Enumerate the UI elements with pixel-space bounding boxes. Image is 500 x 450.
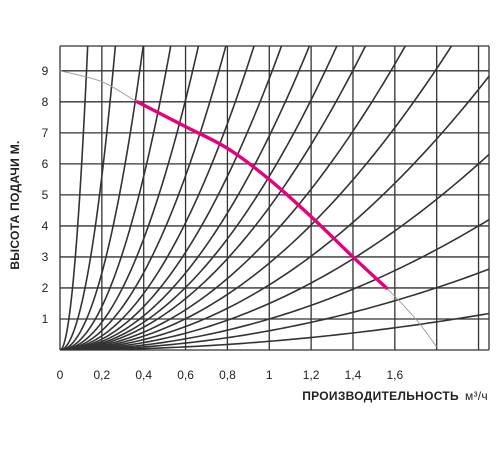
y-tick-label: 1: [42, 312, 49, 326]
system-curve: [60, 46, 453, 350]
y-tick-label: 4: [42, 219, 49, 233]
y-tick-label: 5: [42, 188, 49, 202]
x-axis-label-text: ПРОИЗВОДИТЕЛЬНОСТЬ: [302, 389, 459, 403]
system-curve: [60, 218, 489, 350]
y-tick-label: 6: [42, 157, 49, 171]
x-tick-label: 0: [57, 368, 64, 382]
x-tick-label: 1,4: [345, 368, 362, 382]
y-tick-label: 3: [42, 250, 49, 264]
pump-curves: [59, 70, 438, 348]
y-tick-label: 2: [42, 281, 49, 295]
x-tick-labels: 0 0,2 0,4 0,6 0,8 1 1,2 1,4 1,6: [57, 368, 404, 382]
system-curve: [60, 153, 489, 350]
system-curves: [60, 46, 489, 350]
x-tick-label: 1: [266, 368, 273, 382]
x-axis-label: ПРОИЗВОДИТЕЛЬНОСТЬ м³/ч: [302, 389, 488, 403]
system-curve: [60, 312, 489, 350]
y-axis-label: ВЫСОТА ПОДАЧИ М.: [8, 140, 22, 269]
x-tick-label: 0,2: [94, 368, 111, 382]
system-curve: [60, 46, 283, 350]
x-axis-unit: м³/ч: [465, 389, 488, 403]
system-curve: [60, 46, 367, 350]
system-curve: [60, 46, 89, 350]
y-tick-labels: 1 2 3 4 5 6 7 8 9: [42, 64, 49, 326]
system-curve: [60, 268, 489, 350]
system-curve: [60, 46, 311, 350]
x-tick-label: 0,4: [135, 368, 152, 382]
system-curve: [60, 46, 200, 350]
system-curve: [60, 46, 227, 350]
system-curve: [60, 46, 255, 350]
x-tick-label: 1,2: [303, 368, 320, 382]
x-tick-label: 0,8: [219, 368, 236, 382]
y-tick-label: 9: [42, 64, 49, 78]
y-tick-label: 7: [42, 126, 49, 140]
x-tick-label: 0,6: [177, 368, 194, 382]
pump-curve-working: [135, 100, 389, 290]
system-curve: [60, 46, 338, 350]
system-curve: [60, 46, 406, 350]
system-curve: [60, 46, 117, 350]
y-tick-label: 8: [42, 95, 49, 109]
x-tick-label: 1,6: [386, 368, 403, 382]
grid: [59, 45, 490, 351]
system-curve: [60, 46, 172, 350]
system-curve: [60, 46, 144, 350]
system-curve: [60, 75, 489, 350]
